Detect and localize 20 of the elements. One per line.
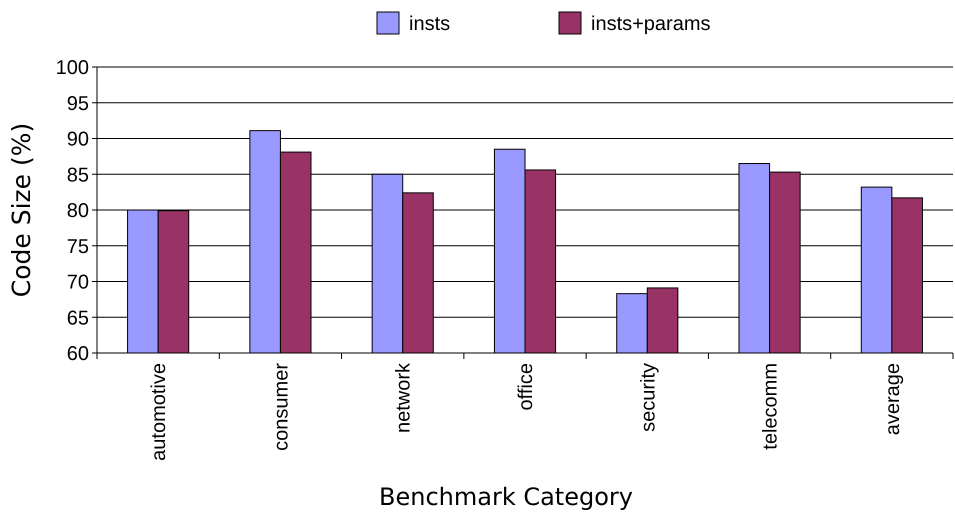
x-axis-title: Benchmark Category xyxy=(379,483,633,511)
x-tick-label: consumer xyxy=(270,362,292,451)
y-tick-label: 85 xyxy=(66,164,89,186)
y-tick-label: 60 xyxy=(66,343,89,365)
y-tick-label: 95 xyxy=(66,92,89,115)
y-tick-label: 100 xyxy=(56,57,89,79)
y-axis-title: Code Size (%) xyxy=(7,122,36,298)
x-tick-label: telecomm xyxy=(760,363,782,450)
legend-label: insts xyxy=(409,13,450,35)
y-tick-label: 90 xyxy=(66,128,89,150)
y-tick-label: 80 xyxy=(66,200,89,222)
x-tick-label: security xyxy=(637,363,660,432)
x-tick-label: automotive xyxy=(148,363,170,461)
x-tick-label: network xyxy=(392,362,415,434)
y-tick-label: 65 xyxy=(66,307,89,330)
x-tick-label: average xyxy=(882,363,904,436)
y-tick-label: 75 xyxy=(66,236,89,258)
x-tick-label: office xyxy=(515,363,537,410)
y-tick-label: 70 xyxy=(66,272,89,294)
legend-label: insts+params xyxy=(591,13,710,35)
